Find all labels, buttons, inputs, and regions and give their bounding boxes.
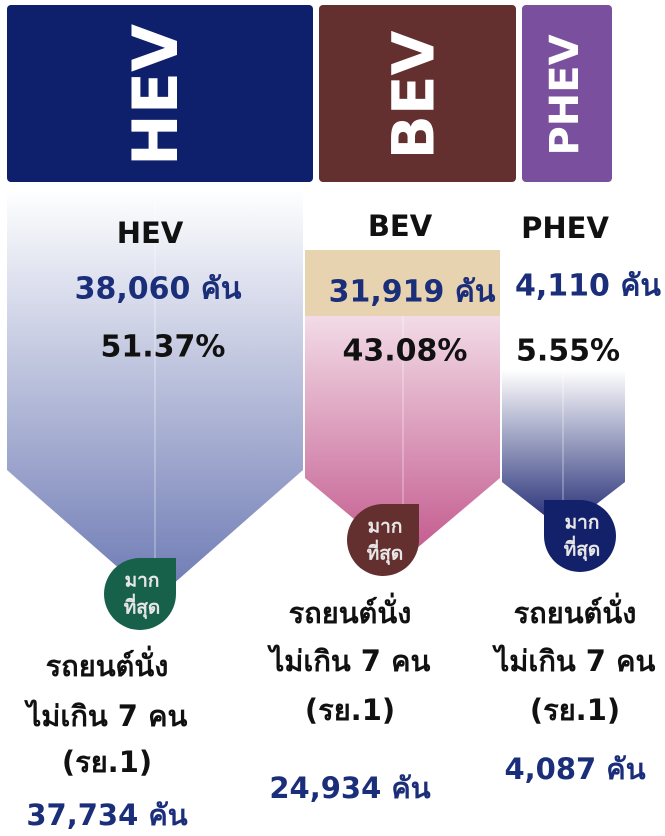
top-count: 4,087 คัน — [504, 752, 645, 786]
top-count: 24,934 คัน — [269, 771, 430, 805]
type-name: BEV — [368, 209, 433, 243]
top-count: 37,734 คัน — [26, 798, 187, 832]
count: 4,110 คัน — [515, 269, 661, 304]
badge-text: มาก — [565, 512, 600, 534]
badge — [104, 558, 176, 630]
top-type: (รย.1) — [62, 745, 152, 779]
top-type: ไม่เกิน 7 คน — [492, 644, 656, 678]
badge — [544, 500, 616, 572]
top-type: รถยนต์นั่ง — [514, 592, 637, 630]
banner — [319, 5, 516, 182]
badge-text: มาก — [125, 570, 160, 592]
badge-text: มาก — [368, 516, 403, 538]
badge-text: ที่สุด — [124, 594, 160, 620]
top-type: (รย.1) — [530, 693, 620, 727]
top-type: (รย.1) — [305, 693, 395, 727]
banner-label: PHEV — [542, 34, 588, 155]
share: 5.55% — [516, 334, 620, 369]
share: 51.37% — [101, 330, 226, 365]
highlight — [305, 250, 500, 316]
top-type: รถยนต์นั่ง — [289, 592, 412, 630]
type-name: PHEV — [521, 211, 609, 245]
badge-text: ที่สุด — [564, 536, 600, 562]
banner — [522, 5, 612, 182]
count: 38,060 คัน — [75, 272, 242, 307]
top-type: ไม่เกิน 7 คน — [267, 644, 431, 678]
banner — [7, 5, 313, 182]
type-name: HEV — [117, 216, 184, 250]
badge-text: ที่สุด — [367, 540, 403, 566]
banner-label: BEV — [380, 31, 448, 160]
share: 43.08% — [343, 334, 468, 369]
count: 31,919 คัน — [329, 275, 496, 310]
top-type: ไม่เกิน 7 คน — [24, 699, 188, 733]
banner-label: HEV — [119, 24, 192, 166]
top-type: รถยนต์นั่ง — [46, 645, 169, 683]
badge — [347, 504, 419, 576]
